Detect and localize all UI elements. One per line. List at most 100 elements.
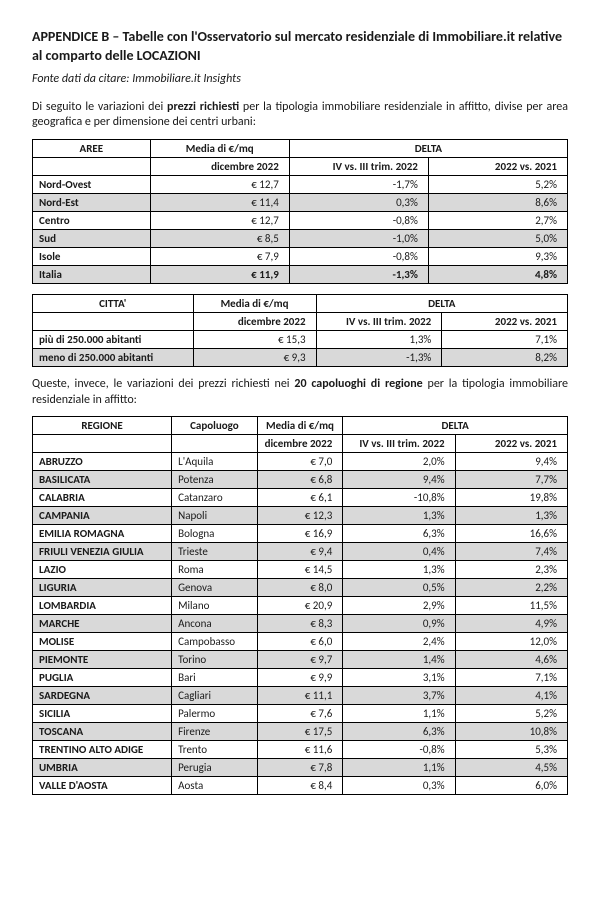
delta1-cell: 1,1% — [343, 759, 455, 777]
delta2-cell: 5,2% — [455, 705, 567, 723]
capital-cell: Trento — [172, 741, 258, 759]
capital-cell: Roma — [172, 561, 258, 579]
delta2-cell: 7,1% — [442, 330, 568, 348]
region-cell: ABRUZZO — [33, 453, 172, 471]
delta2-cell: 12,0% — [455, 633, 567, 651]
th-citta: CITTA' — [33, 294, 194, 312]
area-cell: Centro — [33, 211, 151, 229]
region-cell: EMILIA ROMAGNA — [33, 525, 172, 543]
th-yoy: 2022 vs. 2021 — [455, 435, 567, 453]
delta1-cell: -0,8% — [343, 741, 455, 759]
delta1-cell: 1,1% — [343, 705, 455, 723]
table-regions: REGIONE Capoluogo Media di €/mq DELTA di… — [32, 416, 568, 795]
table-areas: AREE Media di €/mq DELTA dicembre 2022 I… — [32, 139, 568, 284]
th-capoluogo: Capoluogo — [172, 417, 258, 435]
delta1-cell: -0,8% — [289, 211, 428, 229]
delta2-cell: 2,2% — [455, 579, 567, 597]
media-cell: € 20,9 — [257, 597, 343, 615]
delta1-cell: 3,7% — [343, 687, 455, 705]
th-delta: DELTA — [289, 139, 567, 157]
capital-cell: Ancona — [172, 615, 258, 633]
region-cell: SICILIA — [33, 705, 172, 723]
region-cell: LAZIO — [33, 561, 172, 579]
delta2-cell: 2,3% — [455, 561, 567, 579]
media-cell: € 7,6 — [257, 705, 343, 723]
delta1-cell: -1,7% — [289, 175, 428, 193]
capital-cell: Potenza — [172, 471, 258, 489]
area-cell: Isole — [33, 247, 151, 265]
media-cell: € 11,9 — [150, 265, 289, 283]
delta2-cell: 5,2% — [428, 175, 567, 193]
delta1-cell: 0,3% — [289, 193, 428, 211]
city-cell: meno di 250.000 abitanti — [33, 348, 194, 366]
capital-cell: Campobasso — [172, 633, 258, 651]
th-blank — [33, 312, 194, 330]
media-cell: € 7,9 — [150, 247, 289, 265]
capital-cell: Milano — [172, 597, 258, 615]
media-cell: € 11,4 — [150, 193, 289, 211]
capital-cell: Firenze — [172, 723, 258, 741]
capital-cell: Genova — [172, 579, 258, 597]
region-cell: TRENTINO ALTO ADIGE — [33, 741, 172, 759]
intro2-b: 20 capoluoghi di regione — [294, 377, 422, 391]
region-cell: TOSCANA — [33, 723, 172, 741]
delta2-cell: 4,5% — [455, 759, 567, 777]
media-cell: € 16,9 — [257, 525, 343, 543]
delta1-cell: 6,3% — [343, 525, 455, 543]
region-cell: LIGURIA — [33, 579, 172, 597]
capital-cell: Napoli — [172, 507, 258, 525]
th-media: Media di €/mq — [193, 294, 316, 312]
delta2-cell: 10,8% — [455, 723, 567, 741]
source-line: Fonte dati da citare: Immobiliare.it Ins… — [32, 72, 568, 86]
delta2-cell: 1,3% — [455, 507, 567, 525]
delta1-cell: -10,8% — [343, 489, 455, 507]
area-cell: Italia — [33, 265, 151, 283]
delta2-cell: 7,1% — [455, 669, 567, 687]
th-delta: DELTA — [316, 294, 567, 312]
media-cell: € 8,4 — [257, 777, 343, 795]
delta1-cell: 3,1% — [343, 669, 455, 687]
delta1-cell: 0,4% — [343, 543, 455, 561]
region-cell: SARDEGNA — [33, 687, 172, 705]
area-cell: Nord-Ovest — [33, 175, 151, 193]
region-cell: CAMPANIA — [33, 507, 172, 525]
region-cell: PIEMONTE — [33, 651, 172, 669]
media-cell: € 6,1 — [257, 489, 343, 507]
delta2-cell: 9,4% — [455, 453, 567, 471]
th-delta: DELTA — [343, 417, 568, 435]
th-regione: REGIONE — [33, 417, 172, 435]
delta1-cell: 1,3% — [343, 561, 455, 579]
media-cell: € 6,0 — [257, 633, 343, 651]
delta2-cell: 6,0% — [455, 777, 567, 795]
media-cell: € 6,8 — [257, 471, 343, 489]
delta2-cell: 8,6% — [428, 193, 567, 211]
th-aree: AREE — [33, 139, 151, 157]
capital-cell: Palermo — [172, 705, 258, 723]
media-cell: € 9,9 — [257, 669, 343, 687]
media-cell: € 15,3 — [193, 330, 316, 348]
media-cell: € 7,8 — [257, 759, 343, 777]
delta1-cell: 6,3% — [343, 723, 455, 741]
region-cell: UMBRIA — [33, 759, 172, 777]
capital-cell: Aosta — [172, 777, 258, 795]
media-cell: € 8,3 — [257, 615, 343, 633]
delta2-cell: 11,5% — [455, 597, 567, 615]
delta1-cell: 1,4% — [343, 651, 455, 669]
delta1-cell: 2,9% — [343, 597, 455, 615]
capital-cell: L'Aquila — [172, 453, 258, 471]
region-cell: MOLISE — [33, 633, 172, 651]
media-cell: € 11,6 — [257, 741, 343, 759]
delta2-cell: 8,2% — [442, 348, 568, 366]
th-yoy: 2022 vs. 2021 — [428, 157, 567, 175]
delta2-cell: 7,7% — [455, 471, 567, 489]
delta2-cell: 5,3% — [455, 741, 567, 759]
media-cell: € 12,7 — [150, 175, 289, 193]
delta2-cell: 5,0% — [428, 229, 567, 247]
media-cell: € 8,0 — [257, 579, 343, 597]
th-media: Media di €/mq — [257, 417, 343, 435]
delta1-cell: 1,3% — [343, 507, 455, 525]
delta2-cell: 19,8% — [455, 489, 567, 507]
th-q4q3: IV vs. III trim. 2022 — [316, 312, 442, 330]
city-cell: più di 250.000 abitanti — [33, 330, 194, 348]
media-cell: € 7,0 — [257, 453, 343, 471]
